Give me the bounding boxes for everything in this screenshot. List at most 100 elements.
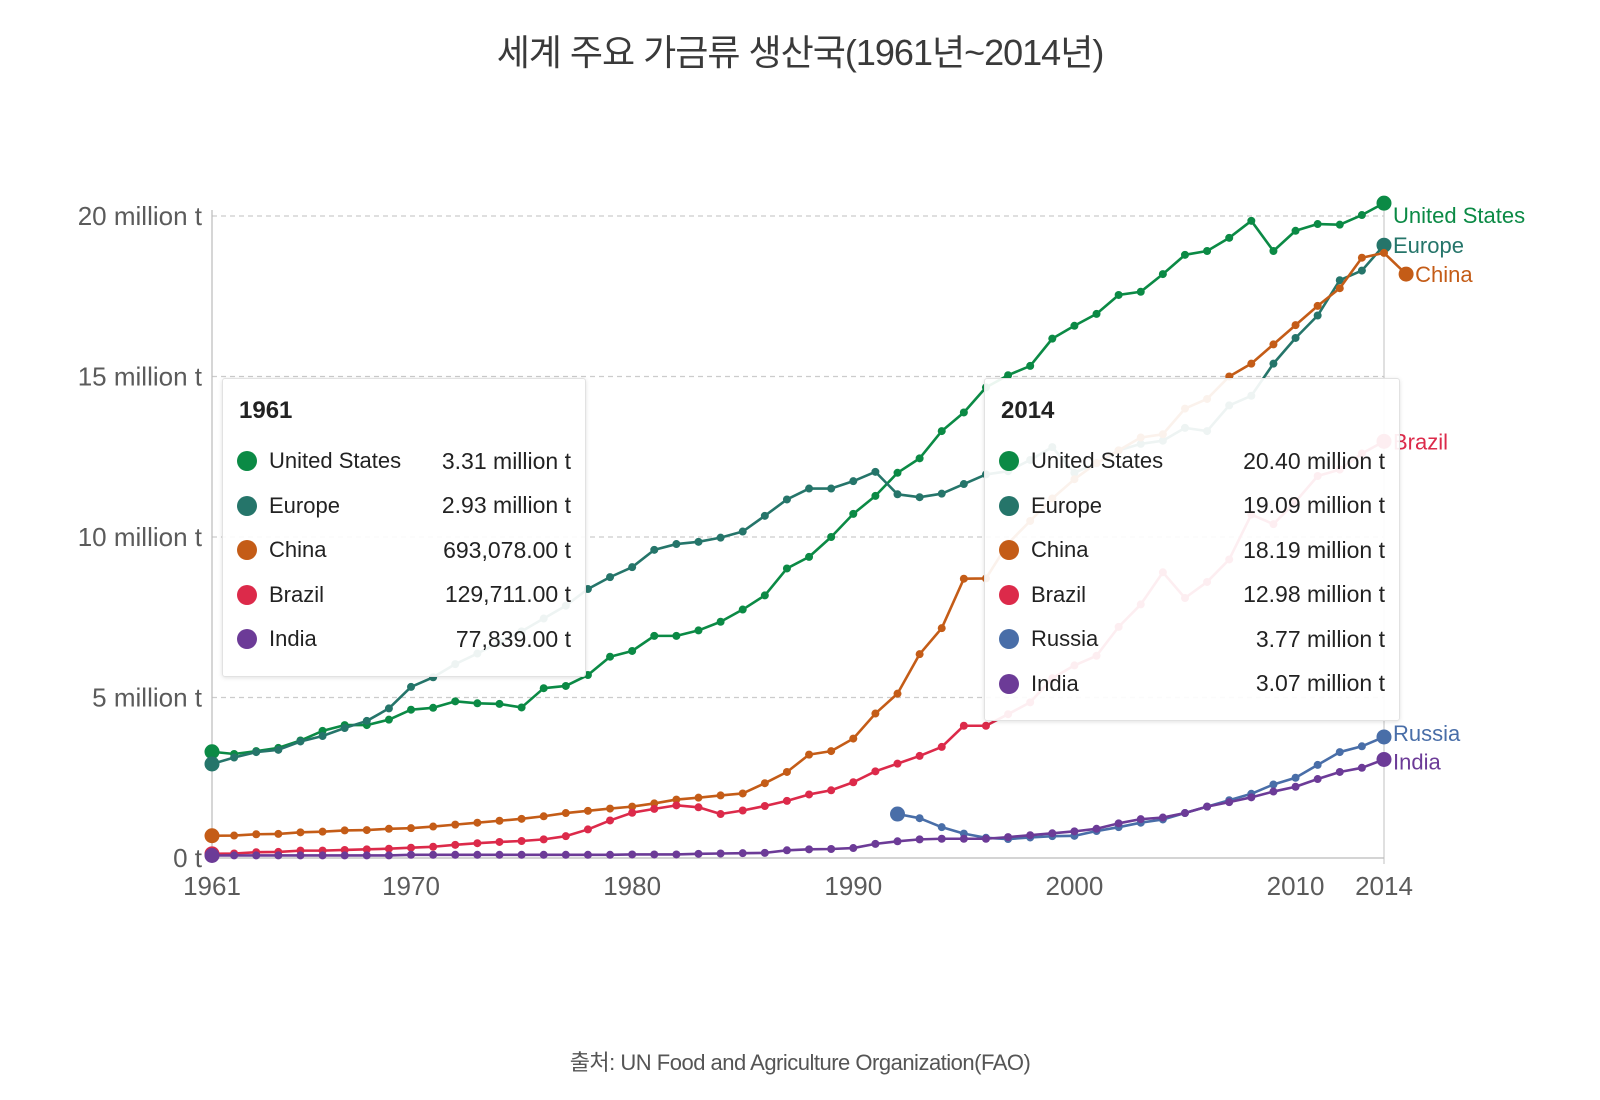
data-point [827, 747, 836, 756]
data-point [1357, 742, 1366, 751]
tooltip-row: India 77,839.00 t [237, 617, 571, 662]
data-point [959, 480, 968, 489]
data-point [230, 753, 239, 762]
data-point [429, 850, 438, 859]
data-point [517, 703, 526, 712]
data-point [915, 650, 924, 659]
data-point [1048, 829, 1057, 838]
data-point [495, 816, 504, 825]
data-point [849, 844, 858, 853]
tooltip-series-name: United States [269, 448, 402, 474]
data-point [473, 839, 482, 848]
data-point [296, 737, 305, 746]
data-point [384, 844, 393, 853]
data-point [1004, 371, 1013, 380]
data-point [871, 767, 880, 776]
data-point [495, 837, 504, 846]
data-point [451, 850, 460, 859]
data-point [340, 723, 349, 732]
data-point [981, 834, 990, 843]
data-point [849, 778, 858, 787]
data-point [827, 845, 836, 854]
data-point [204, 756, 220, 772]
data-point [606, 573, 615, 582]
tooltip-series-value: 2.93 million t [441, 492, 571, 519]
data-point [583, 850, 592, 859]
tooltip-series-value: 18.19 million t [1243, 536, 1385, 563]
data-point [893, 468, 902, 477]
legend-dot-icon [237, 540, 257, 561]
data-point [782, 564, 791, 573]
data-point [1357, 211, 1366, 220]
data-point [1092, 824, 1101, 833]
data-point [1313, 760, 1322, 769]
data-point [959, 721, 968, 730]
data-point [1070, 827, 1079, 836]
data-point [362, 826, 371, 835]
data-point [517, 850, 526, 859]
tooltip-series-name: Russia [1031, 626, 1099, 652]
data-point [1225, 233, 1234, 242]
data-point [1335, 220, 1344, 229]
data-point [1114, 819, 1123, 828]
data-point [1070, 321, 1079, 330]
tooltip-row: Russia 3.77 million t [999, 617, 1385, 662]
tooltip-series-value: 3.31 million t [441, 447, 571, 474]
data-point [296, 828, 305, 837]
data-point [451, 697, 460, 706]
data-point [1158, 270, 1167, 279]
data-point [1313, 775, 1322, 784]
data-point [252, 851, 261, 860]
tooltip-series-value: 77,839.00 t [455, 625, 571, 652]
data-point [1291, 226, 1300, 235]
data-point [362, 845, 371, 854]
x-tick-label: 1990 [824, 871, 882, 901]
tooltip-row: Brazil 12.98 million t [999, 573, 1385, 618]
data-point [274, 829, 283, 838]
data-point [628, 646, 637, 655]
tooltip-series-value: 3.77 million t [1255, 625, 1385, 652]
data-point [561, 681, 570, 690]
data-point [384, 851, 393, 860]
tooltip-row: Europe 19.09 million t [999, 484, 1385, 529]
series-label: Europe [1393, 233, 1464, 258]
data-point [716, 617, 725, 626]
data-point [738, 605, 747, 614]
data-point [384, 704, 393, 713]
data-point [1203, 246, 1212, 255]
data-point [204, 828, 220, 844]
tooltip-row: China 18.19 million t [999, 528, 1385, 573]
data-point [1376, 237, 1392, 253]
y-tick-label: 5 million t [92, 683, 203, 713]
x-tick-label: 2010 [1267, 871, 1325, 901]
tooltip-year: 2014 [1001, 397, 1055, 424]
data-point [583, 825, 592, 834]
data-point [1026, 361, 1035, 370]
data-point [650, 631, 659, 640]
data-point [650, 804, 659, 813]
legend-dot-icon [999, 495, 1019, 516]
data-point [915, 493, 924, 502]
data-point [561, 832, 570, 841]
x-tick-label: 2014 [1355, 871, 1413, 901]
series-label: China [1415, 262, 1473, 287]
data-point [1313, 301, 1322, 310]
data-point [539, 684, 548, 693]
data-point [893, 490, 902, 499]
data-point [716, 791, 725, 800]
data-point [1004, 833, 1013, 842]
tooltip-series-name: India [1031, 670, 1079, 696]
data-point [407, 824, 416, 833]
data-point [204, 847, 220, 863]
data-point [1180, 809, 1189, 818]
data-point [1225, 798, 1234, 807]
data-point [959, 408, 968, 417]
data-point [1136, 815, 1145, 824]
legend-dot-icon [999, 673, 1019, 694]
data-point [340, 851, 349, 860]
data-point [1114, 290, 1123, 299]
tooltip-series-value: 3.07 million t [1255, 670, 1385, 697]
data-point [1357, 763, 1366, 772]
data-point [1136, 287, 1145, 296]
data-point [937, 624, 946, 633]
